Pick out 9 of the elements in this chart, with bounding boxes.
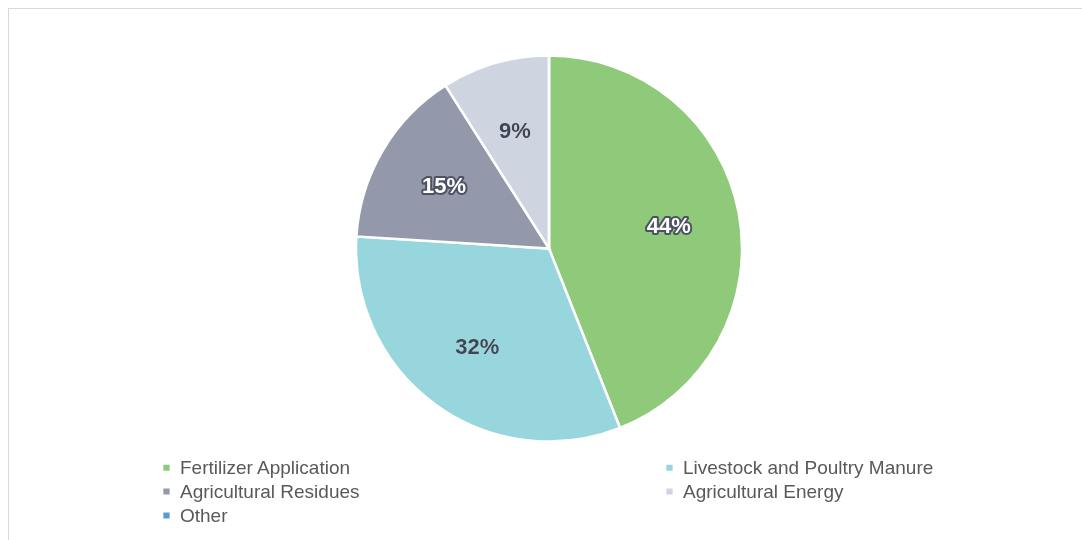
legend-label: Agricultural Energy <box>683 480 845 502</box>
data-label: 15% <box>421 173 467 199</box>
data-label: 9% <box>499 118 531 144</box>
legend-label: Other <box>180 504 229 526</box>
legend-label: Livestock and Poultry Manure <box>683 456 934 478</box>
legend-label: Agricultural Residues <box>180 480 360 502</box>
data-label: 44% <box>646 212 691 238</box>
data-label: 32% <box>455 334 500 360</box>
legend-label: Fertilizer Application <box>180 456 351 478</box>
